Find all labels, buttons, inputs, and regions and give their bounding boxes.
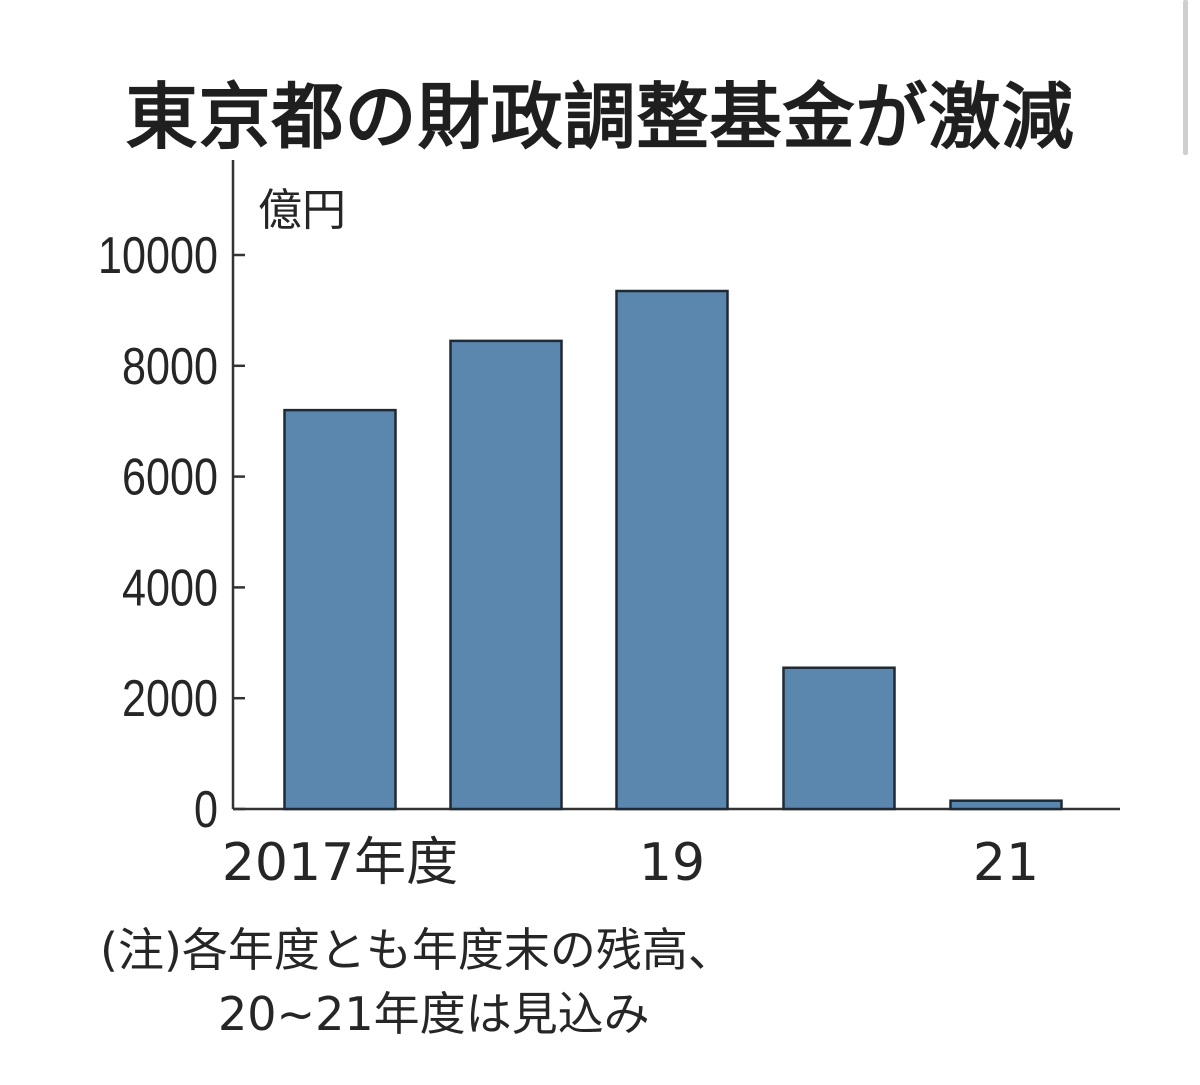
bar-2017 — [283, 408, 397, 811]
x-tick-label: 2017年度 — [222, 833, 458, 893]
y-tick-label: 8000 — [122, 338, 218, 396]
x-tick-label: 21 — [973, 833, 1039, 893]
bar-2018 — [449, 339, 563, 811]
footnote-line-2: 20~21年度は見込み — [218, 987, 650, 1041]
x-tick-labels: 2017年度 19 21 — [222, 833, 1039, 893]
footnote: (注)各年度とも年度末の残高、 20~21年度は見込み — [100, 918, 1160, 1046]
y-axis-unit-label: 億円 — [258, 185, 346, 236]
y-tick-label: 0 — [194, 781, 218, 839]
footnote-line-1: (注)各年度とも年度末の残高、 — [100, 923, 734, 977]
chart-title: 東京都の財政調整基金が激減 — [125, 75, 1075, 159]
y-tick-label: 2000 — [122, 670, 218, 728]
bar-2020 — [782, 666, 896, 811]
bar-2019 — [615, 289, 729, 811]
scrollbar[interactable] — [1183, 0, 1188, 155]
y-tick-label: 4000 — [122, 559, 218, 617]
y-tick-labels: 0 2000 4000 6000 8000 10000 — [98, 227, 245, 839]
y-tick-label: 6000 — [122, 449, 218, 507]
bar-chart: 0 2000 4000 6000 8000 10000 2017年度 19 21 億円 — [98, 160, 1120, 893]
bars — [283, 289, 1063, 811]
y-tick-label: 10000 — [98, 227, 218, 285]
bar-2021 — [949, 799, 1063, 811]
x-tick-label: 19 — [639, 833, 705, 893]
